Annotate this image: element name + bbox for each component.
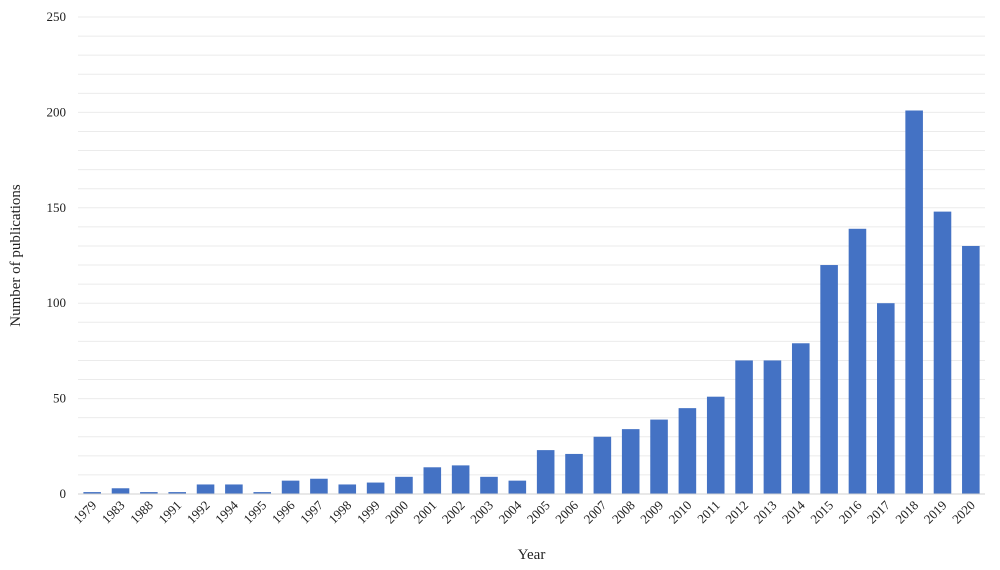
y-tick-label: 200 xyxy=(47,104,67,119)
bar-2003 xyxy=(480,476,498,494)
bar-2007 xyxy=(593,436,612,494)
bar-1995 xyxy=(253,492,272,494)
x-tick-label: 2006 xyxy=(552,497,581,526)
bar-2010 xyxy=(678,408,697,494)
x-tick-label: 2013 xyxy=(751,498,780,527)
x-tick-label: 2009 xyxy=(637,498,666,527)
bar-1999 xyxy=(366,482,385,494)
x-tick-label: 2017 xyxy=(864,497,893,526)
x-tick-label: 2011 xyxy=(694,498,723,527)
bar-2002 xyxy=(451,465,470,494)
x-tick-label: 1999 xyxy=(354,498,383,527)
x-tick-label: 2014 xyxy=(779,497,808,526)
bar-1991 xyxy=(168,492,186,494)
x-tick-label: 2003 xyxy=(467,498,496,527)
x-tick-label: 1994 xyxy=(212,497,241,526)
x-tick-label: 1988 xyxy=(127,498,156,527)
bar-2006 xyxy=(565,453,583,494)
x-tick-label: 2008 xyxy=(609,498,638,527)
bar-1998 xyxy=(338,484,357,494)
x-axis-tick-labels: 1979 1983 1988 1991 1992 1994 1995 1996 1997 1998… xyxy=(70,497,978,526)
bar-2009 xyxy=(650,419,668,494)
bar-2014 xyxy=(791,343,810,494)
y-tick-label: 250 xyxy=(47,9,67,24)
bar-2020 xyxy=(962,245,980,494)
x-tick-label: 1996 xyxy=(269,497,298,526)
bar-2004 xyxy=(508,480,527,494)
x-axis-label: Year xyxy=(518,547,546,563)
x-tick-label: 2004 xyxy=(495,497,524,526)
y-tick-label: 0 xyxy=(60,486,67,501)
y-tick-label: 50 xyxy=(53,391,66,406)
x-tick-label: 2001 xyxy=(410,498,439,527)
x-tick-label: 1979 xyxy=(70,498,99,527)
x-tick-label: 1995 xyxy=(240,498,269,527)
bar-2017 xyxy=(877,303,895,494)
x-tick-label: 2005 xyxy=(524,498,553,527)
x-tick-label: 2018 xyxy=(892,498,921,527)
bar-1994 xyxy=(225,484,243,494)
x-tick-label: 2002 xyxy=(439,498,468,527)
bar-1979 xyxy=(83,492,101,494)
bar-1996 xyxy=(281,480,300,494)
bar-2013 xyxy=(763,360,782,494)
x-tick-label: 2015 xyxy=(807,498,836,527)
bars xyxy=(83,110,980,494)
x-tick-label: 1998 xyxy=(325,498,354,527)
bar-2000 xyxy=(395,476,413,494)
bar-2018 xyxy=(905,110,923,494)
x-tick-label: 2012 xyxy=(722,498,751,527)
bar-2011 xyxy=(706,396,725,494)
bar-1983 xyxy=(111,488,130,494)
bar-1992 xyxy=(196,484,215,494)
y-axis-label: Number of publications xyxy=(8,184,24,327)
bar-2001 xyxy=(423,467,442,494)
x-tick-label: 2007 xyxy=(580,497,609,526)
x-tick-label: 2016 xyxy=(836,497,865,526)
gridlines xyxy=(78,16,985,476)
bar-2015 xyxy=(820,265,838,494)
y-axis-tick-labels: 0 50 100 150 200 250 xyxy=(47,9,67,501)
x-tick-label: 2020 xyxy=(949,498,978,527)
y-tick-label: 100 xyxy=(47,295,67,310)
bar-2005 xyxy=(536,450,555,494)
x-tick-label: 1992 xyxy=(184,498,213,527)
x-tick-label: 2019 xyxy=(921,498,950,527)
bar-1997 xyxy=(310,478,328,494)
bar-1988 xyxy=(140,492,158,494)
bar-2019 xyxy=(933,211,952,494)
x-tick-label: 1991 xyxy=(155,498,184,527)
x-tick-label: 1997 xyxy=(297,497,326,526)
x-tick-label: 2000 xyxy=(382,498,411,527)
bar-2008 xyxy=(621,429,640,494)
x-tick-label: 2010 xyxy=(666,498,695,527)
y-tick-label: 150 xyxy=(47,200,67,215)
bar-2016 xyxy=(848,228,867,494)
bar-2012 xyxy=(735,360,753,494)
x-tick-label: 1983 xyxy=(99,498,128,527)
